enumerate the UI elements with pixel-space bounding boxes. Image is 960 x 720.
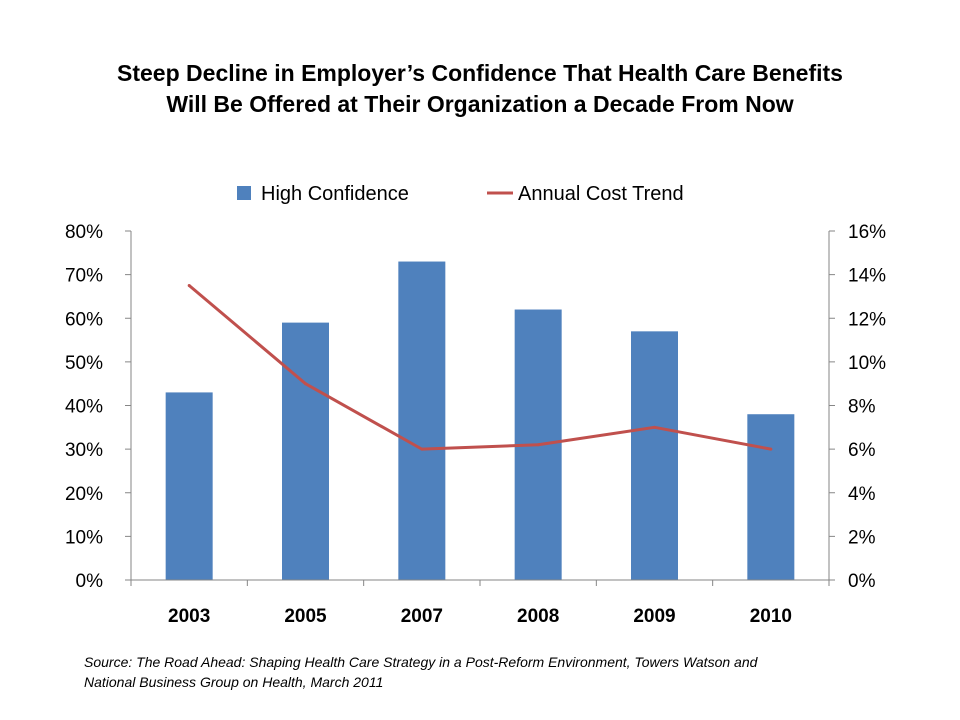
right-tick-label: 8% [848,397,876,418]
bar-2005 [282,322,329,580]
chart-title-line-2: Will Be Offered at Their Organization a … [166,91,794,117]
category-label-2007: 2007 [401,606,443,627]
left-tick-label: 20% [65,484,103,505]
left-axis-tick-labels: 0% 10% 20% 30% 40% 50% 60% 70% 80% [65,222,103,592]
cost-trend-line [188,284,772,451]
left-tick-label: 80% [65,222,103,243]
category-label-2005: 2005 [284,606,327,627]
category-labels: 2003 2005 2007 2008 2009 2010 [168,606,792,627]
left-tick-label: 70% [65,266,103,287]
bar-2003 [165,392,213,580]
legend-label-annual-cost-trend: Annual Cost Trend [518,183,684,205]
left-tick-label: 30% [65,440,103,461]
left-tick-label: 60% [65,309,103,330]
bar-2010 [747,414,795,580]
right-tick-label: 0% [848,571,876,592]
cost-trend-point-2008 [536,443,540,447]
cost-trend-point-2005 [304,382,307,386]
legend-label-high-confidence: High Confidence [261,183,409,205]
category-label-2010: 2010 [750,606,792,627]
chart-title-line-1: Steep Decline in Employer’s Confidence T… [117,60,843,86]
cost-trend-point-2010 [769,447,773,451]
bar-2009 [631,331,678,580]
source-note-line-2: National Business Group on Health, March… [84,674,384,690]
cost-trend-point-2003 [187,284,191,288]
legend-swatch-high-confidence [237,186,251,200]
cost-trend-point-2007 [420,447,424,451]
right-tick-label: 2% [848,527,876,548]
left-tick-label: 40% [65,397,103,418]
bar-series-high-confidence [165,261,795,580]
axes [125,230,835,586]
bar-2007 [398,261,446,580]
right-tick-label: 6% [848,440,876,461]
left-tick-label: 0% [76,571,104,592]
chart-title: Steep Decline in Employer’s Confidence T… [0,58,960,120]
category-label-2008: 2008 [517,606,559,627]
right-tick-label: 4% [848,484,876,505]
right-tick-label: 16% [848,222,886,243]
right-tick-label: 12% [848,309,886,330]
left-tick-label: 50% [65,353,103,374]
cost-trend-point-2009 [653,425,656,429]
right-tick-label: 14% [848,266,886,287]
right-tick-label: 10% [848,353,886,374]
source-note-line-1: Source: The Road Ahead: Shaping Health C… [84,654,758,670]
category-label-2003: 2003 [168,606,210,627]
source-note: Source: The Road Ahead: Shaping Health C… [84,652,904,692]
line-series-annual-cost-trend [187,284,773,451]
category-label-2009: 2009 [633,606,675,627]
right-axis-tick-labels: 0% 2% 4% 6% 8% 10% 12% 14% 16% [848,222,886,592]
left-tick-label: 10% [65,527,103,548]
legend: High Confidence Annual Cost Trend [237,183,684,205]
